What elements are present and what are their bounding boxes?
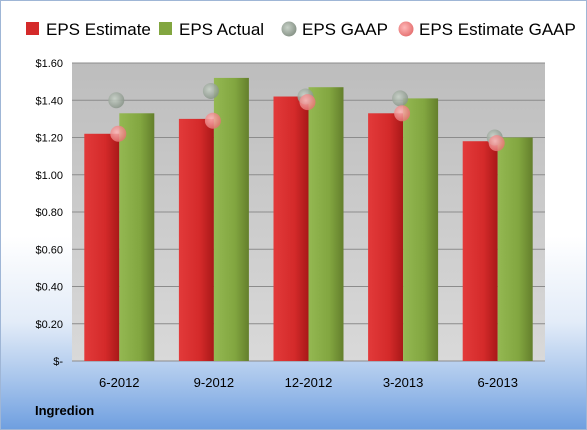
eps-gaap-point	[202, 82, 219, 99]
eps-estimate-bar	[84, 133, 120, 361]
y-tick-label: $1.00	[35, 170, 63, 182]
eps-estimate-gaap-point	[488, 135, 505, 152]
x-tick-label: 6-2012	[99, 375, 139, 390]
y-tick-label: $0.20	[35, 319, 63, 331]
eps-actual-bar	[403, 98, 439, 361]
eps-actual-bar	[497, 137, 533, 361]
y-tick-label: $0.40	[35, 282, 63, 294]
y-tick-label: $0.80	[35, 207, 63, 219]
eps-estimate-gaap-point	[394, 105, 411, 122]
eps-estimate-bar	[368, 113, 404, 361]
y-tick-label: $1.60	[35, 58, 63, 70]
legend-label: EPS GAAP	[302, 20, 388, 39]
legend-label: EPS Actual	[179, 20, 264, 39]
legend-label: EPS Estimate GAAP	[419, 20, 576, 39]
eps-estimate-gaap-point	[204, 112, 221, 129]
y-tick-label: $1.40	[35, 95, 63, 107]
legend-label: EPS Estimate	[46, 20, 151, 39]
y-axis-ticks: $- $0.20 $0.40 $0.60 $0.80 $1.00 $1.20 $1.40 $1.…	[35, 58, 63, 368]
legend: EPS Estimate EPS Actual EPS GAAP EPS Estima…	[26, 20, 576, 39]
legend-swatch	[398, 21, 414, 37]
y-tick-label: $-	[53, 356, 63, 368]
eps-actual-bar	[119, 113, 155, 361]
y-tick-label: $0.60	[35, 244, 63, 256]
eps-estimate-bar	[273, 96, 309, 362]
eps-actual-bar	[213, 77, 249, 362]
x-tick-label: 12-2012	[285, 375, 333, 390]
legend-swatch	[159, 22, 172, 35]
legend-swatch	[26, 22, 39, 35]
eps-estimate-gaap-point	[299, 94, 316, 111]
x-tick-label: 3-2013	[383, 375, 423, 390]
eps-gaap-point	[392, 90, 409, 107]
eps-estimate-bar	[462, 141, 498, 361]
y-tick-label: $1.20	[35, 133, 63, 145]
legend-swatch	[281, 21, 297, 37]
eps-estimate-bar	[178, 118, 214, 361]
eps-gaap-point	[108, 92, 125, 109]
points	[108, 82, 505, 152]
x-tick-label: 9-2012	[194, 375, 234, 390]
eps-actual-bar	[308, 87, 344, 362]
x-axis-ticks: 6-2012 9-2012 12-2012 3-2013 6-2013	[99, 375, 518, 390]
bars	[84, 77, 533, 362]
eps-estimate-gaap-point	[110, 125, 127, 142]
x-tick-label: 6-2013	[477, 375, 517, 390]
company-label: Ingredion	[35, 403, 95, 418]
